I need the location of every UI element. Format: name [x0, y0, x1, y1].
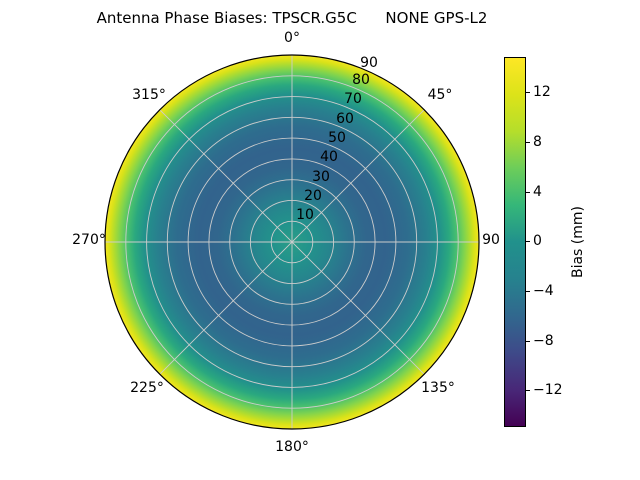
radial-tick-labels: 10 20 30 40 50 60 70 80 90 [296, 55, 378, 223]
angular-tick-labels: 0° 45° 90 135° 180° 225° 270° 315° [72, 30, 500, 455]
colorbar-tick-label: −8 [533, 333, 554, 349]
colorbar-tick-mark [526, 241, 530, 242]
polar-outline [104, 54, 480, 430]
colorbar-tick-label: 0 [533, 233, 542, 249]
radial-tick-label: 90 [360, 55, 378, 71]
colorbar-tick-mark [526, 192, 530, 193]
radial-tick-label: 30 [312, 169, 330, 185]
colorbar-tick-mark [526, 142, 530, 143]
radial-tick-label: 70 [344, 91, 362, 107]
angular-tick-label: 315° [132, 87, 166, 103]
colorbar-tick-label: 12 [533, 84, 551, 100]
colorbar [504, 57, 526, 427]
angular-tick-label: 180° [275, 439, 309, 455]
angular-tick-label: 0° [284, 30, 300, 46]
radial-tick-label: 50 [328, 130, 346, 146]
colorbar-axis-label: Bias (mm) [570, 205, 586, 279]
colorbar-tick-label: 8 [533, 134, 542, 150]
colorbar-tick-label: 4 [533, 184, 542, 200]
colorbar-tick-label: −12 [533, 382, 563, 398]
angular-tick-label: 90 [482, 232, 500, 248]
colorbar-tick-mark [526, 390, 530, 391]
chart-title: Antenna Phase Biases: TPSCR.G5C NONE GPS… [96, 9, 488, 27]
polar-grid-spokes [105, 55, 479, 429]
radial-tick-label: 20 [304, 188, 322, 204]
angular-tick-label: 225° [130, 380, 164, 396]
colorbar-tick-mark [526, 92, 530, 93]
angular-tick-label: 270° [72, 232, 106, 248]
angular-tick-label: 45° [428, 87, 453, 103]
radial-tick-label: 80 [352, 72, 370, 88]
radial-tick-label: 10 [296, 207, 314, 223]
colorbar-tick-mark [526, 341, 530, 342]
colorbar-tick-label: −4 [533, 283, 554, 299]
radial-tick-label: 60 [336, 111, 354, 127]
colorbar-tick-mark [526, 291, 530, 292]
angular-tick-label: 135° [421, 380, 455, 396]
radial-tick-label: 40 [320, 149, 338, 165]
